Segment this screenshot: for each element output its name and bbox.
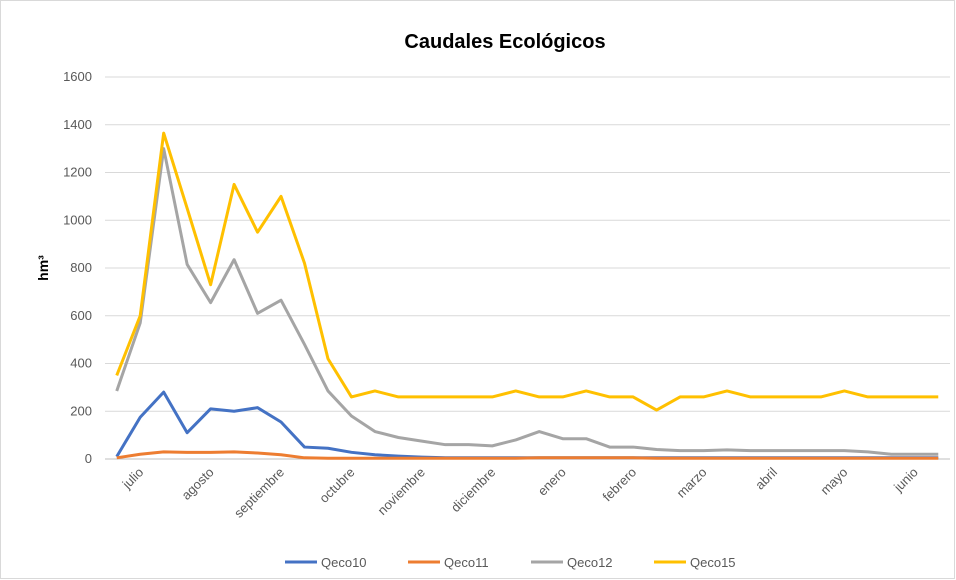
legend-label: Qeco10	[321, 555, 367, 570]
series-line	[115, 147, 939, 456]
legend-label: Qeco12	[567, 555, 613, 570]
y-tick-label: 0	[85, 451, 92, 466]
y-tick-label: 800	[70, 260, 92, 275]
y-tick-label: 400	[70, 356, 92, 371]
legend-label: Qeco11	[444, 555, 489, 570]
y-tick-label: 200	[70, 403, 92, 418]
y-tick-label: 600	[70, 308, 92, 323]
y-axis-label: hm³	[35, 255, 51, 281]
legend-label: Qeco15	[690, 555, 736, 570]
y-tick-label: 1600	[63, 69, 92, 84]
chart-title: Caudales Ecológicos	[404, 31, 605, 53]
series-line	[116, 450, 939, 460]
y-tick-label: 1000	[63, 212, 92, 227]
series-line	[115, 131, 939, 412]
y-tick-label: 1400	[63, 117, 92, 132]
y-tick-label: 1200	[63, 165, 92, 180]
